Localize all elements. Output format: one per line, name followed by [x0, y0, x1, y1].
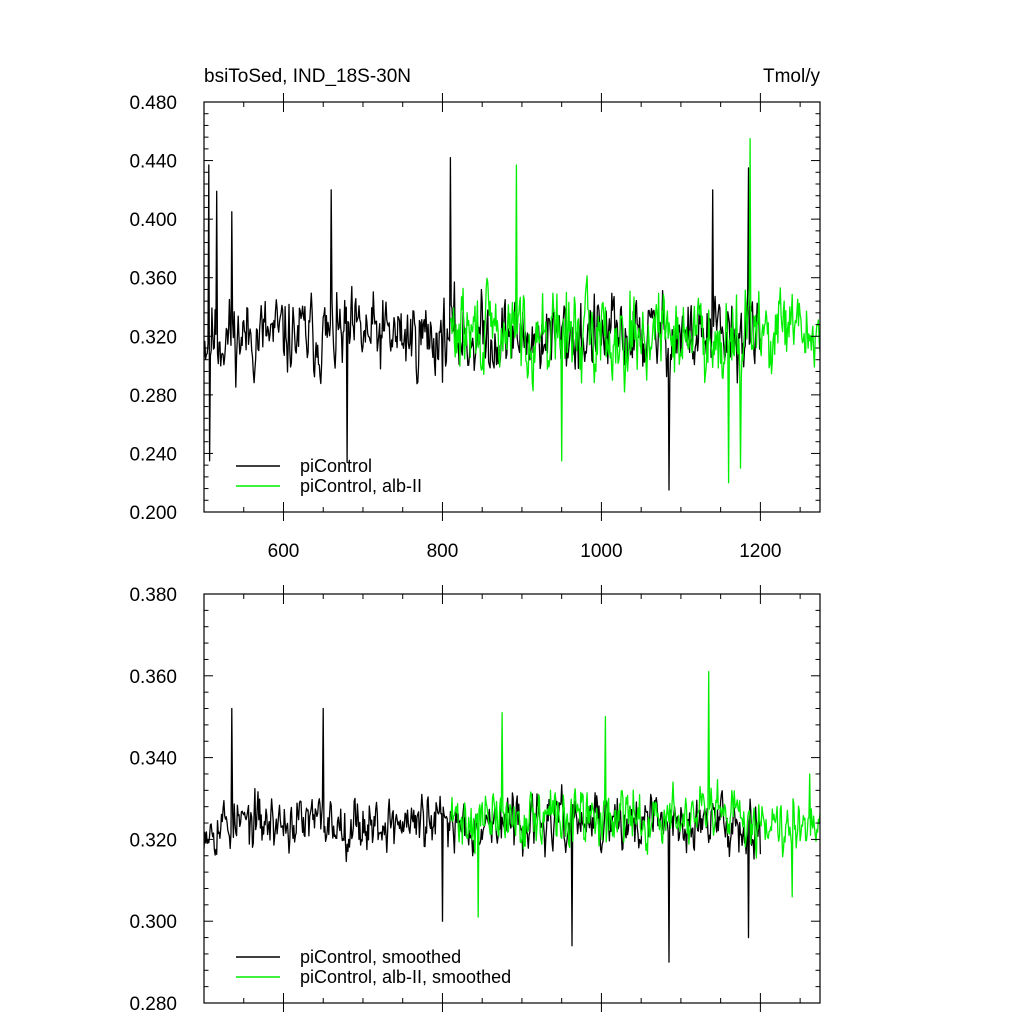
y-tick-label: 0.280: [129, 386, 177, 407]
top-panel: 0.200 0.240 0.280 0.320 0.360 0.400 0.440 0.480…: [129, 93, 821, 562]
chart-title: bsiToSed, IND_18S-30N: [204, 66, 411, 87]
series-line-picontrol: [204, 707, 762, 963]
series-line-alb-ii: [449, 137, 820, 484]
plot-frame: [203, 593, 821, 1004]
x-tick-label: 600: [268, 541, 300, 562]
legend-label: piControl, alb-II: [300, 476, 422, 496]
y-tick-label: 0.340: [129, 749, 177, 770]
y-tick-label: 0.480: [129, 93, 177, 114]
legend-label: piControl: [300, 456, 372, 476]
units-label: Tmol/y: [763, 66, 821, 87]
y-tick-label: 0.280: [129, 994, 177, 1015]
plot-frame: [203, 101, 821, 513]
x-tick-label: 800: [427, 541, 459, 562]
y-tick-label: 0.200: [129, 503, 177, 524]
bottom-panel: 0.280 0.300 0.320 0.340 0.360 0.380 piControl,…: [129, 585, 821, 1015]
x-tick-label: 1200: [739, 541, 781, 562]
y-tick-label: 0.240: [129, 444, 177, 465]
series-line-picontrol: [204, 156, 762, 491]
y-tick-label: 0.360: [129, 269, 177, 290]
series-line-alb-ii: [449, 671, 820, 918]
y-tick-label: 0.300: [129, 912, 177, 933]
legend-label: piControl, smoothed: [300, 947, 461, 967]
y-tick-label: 0.380: [129, 585, 177, 606]
y-tick-label: 0.320: [129, 830, 177, 851]
x-tick-label: 1000: [580, 541, 622, 562]
y-tick-label: 0.440: [129, 152, 177, 173]
legend-label: piControl, alb-II, smoothed: [300, 967, 511, 987]
y-tick-label: 0.400: [129, 210, 177, 231]
y-tick-label: 0.320: [129, 327, 177, 348]
y-tick-label: 0.360: [129, 667, 177, 688]
